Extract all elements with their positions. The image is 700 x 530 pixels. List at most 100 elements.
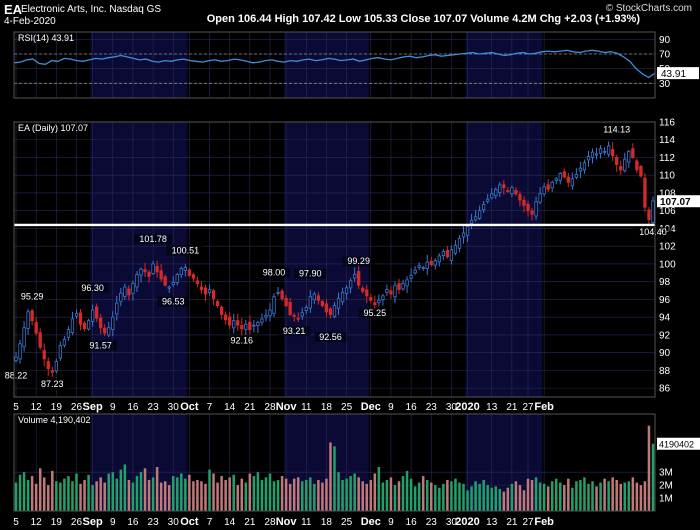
price-annotation-bg [634, 226, 672, 237]
volume-bar [430, 482, 433, 511]
candle [494, 189, 498, 197]
price-annotation-bg [166, 245, 205, 256]
candle [264, 314, 268, 318]
price-annotation: 95.25 [364, 308, 387, 318]
price-tick-label: 100 [659, 259, 676, 270]
volume-bar [458, 482, 461, 511]
candle [99, 317, 103, 329]
candle [482, 204, 486, 211]
volume-bar [192, 481, 195, 511]
volume-bar [446, 479, 449, 511]
volume-bar [377, 467, 381, 511]
volume-bar [438, 487, 441, 511]
volume-tick-label: 1M [659, 494, 673, 505]
price-annotation: 92.56 [319, 332, 342, 342]
candle [429, 260, 433, 266]
candle [115, 302, 119, 315]
volume-bar [127, 479, 131, 511]
candle [260, 318, 264, 323]
candle [127, 288, 131, 296]
volume-bar [143, 468, 147, 511]
candle [594, 153, 599, 156]
candle [433, 259, 437, 266]
quote-date: 4-Feb-2020 [4, 16, 56, 27]
candle [90, 309, 95, 322]
volume-bar [478, 483, 481, 511]
x-axis-label: 21 [506, 402, 518, 413]
x-axis-label: 13 [486, 517, 498, 528]
volume-bar [99, 477, 102, 511]
volume-bar [466, 490, 469, 511]
volume-bar [14, 482, 18, 511]
candle [441, 251, 445, 256]
volume-bar [490, 487, 493, 511]
candle [473, 216, 478, 221]
volume-bar [107, 473, 110, 511]
volume-bar [389, 477, 393, 511]
price-tick-label: 86 [659, 384, 671, 395]
x-axis-label: 14 [224, 402, 236, 413]
volume-bar [421, 476, 425, 511]
price-tick-label: 108 [659, 188, 676, 199]
x-axis-label: 5 [13, 402, 19, 413]
volume-bar [79, 483, 82, 511]
x-axis-label: 11 [301, 517, 312, 528]
volume-bar [296, 477, 300, 511]
volume-bar [228, 477, 231, 511]
volume-bar [619, 483, 622, 511]
month-band [90, 414, 188, 511]
volume-bar [369, 479, 373, 511]
volume-bar [635, 482, 639, 511]
candle [344, 287, 349, 294]
volume-bar [87, 474, 90, 511]
candle [320, 301, 325, 307]
price-annotation-bg [358, 308, 391, 319]
x-axis-label: Feb [534, 401, 554, 413]
candle [159, 270, 163, 280]
candle [163, 276, 167, 286]
volume-label: Volume 4,190,402 [18, 415, 91, 425]
candle [562, 171, 566, 178]
candle [558, 173, 562, 181]
x-axis-label: 23 [148, 402, 160, 413]
candle [324, 303, 329, 313]
volume-bar [401, 476, 405, 511]
candle [58, 345, 63, 359]
price-annotation-bg [36, 379, 69, 390]
price-tick-label: 96 [659, 295, 671, 306]
volume-bar [607, 481, 610, 511]
x-axis-label: 27 [522, 402, 534, 413]
candle [328, 308, 333, 315]
volume-bar [591, 481, 594, 511]
price-annotation-bg [84, 340, 117, 351]
volume-bar [595, 486, 598, 511]
volume-bar [502, 491, 506, 511]
x-axis-label: 19 [51, 402, 63, 413]
candle [14, 356, 18, 362]
volume-bar [317, 479, 320, 511]
candle [236, 320, 240, 326]
volume-bar [71, 481, 74, 511]
volume-bar [188, 474, 191, 511]
x-axis-label: 30 [446, 517, 458, 528]
price-tick-label: 98 [659, 277, 671, 288]
candle [268, 309, 272, 317]
price-annotation-bg [134, 234, 172, 245]
candle [445, 249, 450, 258]
candle [490, 193, 494, 199]
volume-bar [204, 483, 207, 511]
volume-bar [599, 482, 602, 511]
volume-bar [42, 477, 46, 511]
x-axis-label: 28 [264, 517, 276, 528]
candle [373, 302, 377, 306]
volume-bar [63, 478, 66, 511]
x-axis-label: 19 [51, 517, 63, 528]
x-axis-label: 23 [426, 517, 438, 528]
volume-bar [611, 477, 614, 511]
candle [534, 201, 538, 217]
volume-bar [236, 485, 239, 511]
candle [465, 226, 470, 236]
ticker-symbol: EA [4, 2, 23, 17]
volume-bar [583, 477, 586, 511]
candle [123, 286, 127, 297]
